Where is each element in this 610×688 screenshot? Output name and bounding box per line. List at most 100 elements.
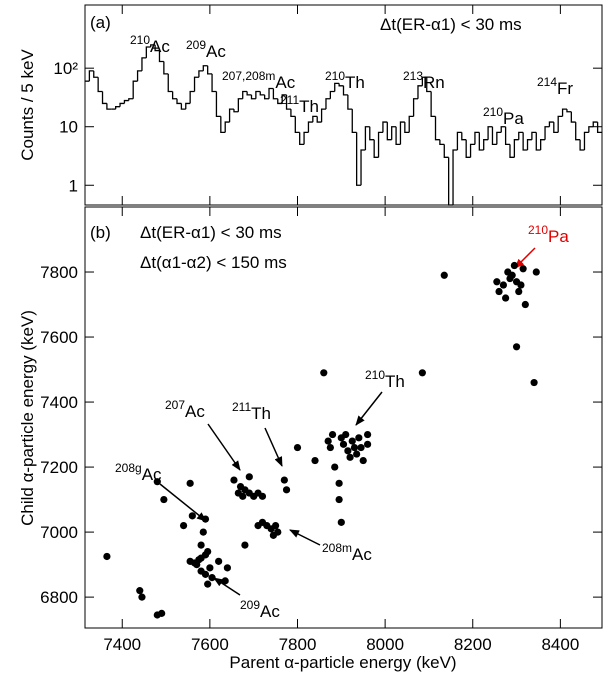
histogram-step [500, 126, 506, 133]
element: Th [251, 404, 271, 423]
isotope-label: 207Ac [165, 398, 205, 421]
point [197, 541, 205, 549]
histogram-step [526, 139, 532, 151]
histogram-step [307, 121, 313, 133]
histogram-step [518, 131, 524, 140]
histogram-step [504, 126, 510, 145]
arrow [514, 247, 536, 269]
point [204, 580, 212, 588]
histogram-step [259, 91, 265, 96]
histogram-step [395, 126, 401, 145]
element: Ac [260, 602, 280, 621]
histogram-step [364, 126, 370, 151]
y-tick-label: 7600 [40, 328, 78, 347]
point [186, 479, 194, 487]
histogram-step [145, 46, 151, 58]
histogram-step [132, 80, 138, 99]
histogram-step [465, 139, 471, 158]
histogram-step [417, 85, 423, 99]
x-tick-label: 8400 [541, 635, 579, 654]
point [508, 271, 516, 279]
point [138, 593, 146, 601]
point [245, 473, 253, 481]
x-tick-label: 7800 [279, 635, 317, 654]
point [344, 447, 352, 455]
element: Fr [557, 79, 573, 98]
arrow [289, 529, 321, 546]
histogram-step [290, 109, 296, 118]
mass-number: 210 [365, 368, 385, 382]
histogram-step [242, 90, 248, 99]
condition: Δt(α1-α2) < 150 ms [140, 253, 287, 272]
x-tick-label: 7400 [103, 635, 141, 654]
arrow [213, 577, 241, 596]
mass-number: 207,208m [222, 69, 275, 83]
histogram-step [592, 121, 598, 127]
histogram-step [329, 90, 335, 99]
histogram-step [377, 131, 383, 158]
histogram-step [557, 115, 563, 133]
histogram-step [312, 115, 318, 123]
point [274, 528, 282, 536]
histogram-step [575, 122, 581, 141]
isotope-label: 210Pa [483, 105, 524, 128]
histogram-step [412, 98, 418, 117]
histogram-step [250, 94, 256, 100]
arrow [355, 391, 383, 426]
histogram-step [531, 131, 537, 140]
histogram-step [285, 94, 291, 110]
point [495, 287, 503, 296]
histogram-step [491, 126, 497, 145]
element: Th [385, 372, 405, 391]
point [519, 265, 527, 273]
histogram-step [101, 91, 107, 105]
point [517, 281, 525, 289]
panel-a-frame [84, 4, 603, 206]
histogram-step [268, 87, 274, 99]
mass-number: 208m [322, 541, 352, 555]
point [258, 492, 267, 500]
mass-number: 210 [528, 223, 548, 237]
y-tick-label: 7000 [40, 523, 78, 542]
mass-number: 213 [403, 69, 423, 83]
y-tick-label: 7200 [40, 458, 78, 477]
histogram-step [469, 143, 475, 158]
x-tick-label: 7600 [191, 635, 229, 654]
point [153, 478, 161, 486]
point [335, 479, 343, 487]
element: Th [345, 73, 365, 92]
histogram-step [141, 57, 147, 71]
point [502, 294, 510, 302]
point [521, 300, 529, 309]
point [331, 463, 339, 471]
histogram-step [439, 139, 445, 145]
histogram-step [408, 115, 414, 133]
point [199, 528, 207, 536]
element: Ac [206, 42, 226, 61]
point [363, 430, 372, 439]
point [230, 476, 238, 484]
point [293, 443, 302, 452]
histogram-step [596, 122, 602, 134]
x-tick-label: 8000 [366, 635, 404, 654]
mass-number: 210 [325, 69, 345, 83]
point [221, 577, 229, 585]
point [208, 574, 216, 582]
point [335, 495, 343, 504]
point [271, 521, 280, 530]
point [512, 343, 521, 351]
histogram-step [373, 139, 379, 158]
point [206, 564, 214, 572]
histogram-step [496, 131, 502, 145]
arrow [207, 423, 241, 471]
histogram-step [115, 106, 121, 110]
point [188, 512, 196, 520]
histogram-step [342, 85, 348, 96]
histogram-step [189, 90, 195, 104]
element: Pa [503, 109, 524, 128]
histogram-step [150, 44, 156, 48]
histogram-step [228, 108, 234, 123]
isotope-label: 210Ac [130, 33, 170, 56]
point [311, 456, 319, 465]
